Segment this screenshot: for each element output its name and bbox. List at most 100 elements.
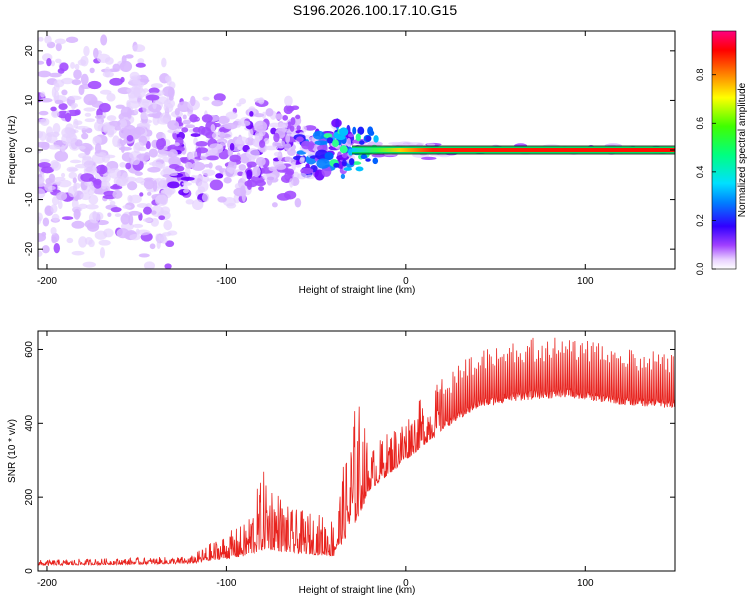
spectrogram-blob	[127, 181, 138, 191]
spectrogram-blob	[289, 178, 294, 188]
spectrogram-blob	[248, 128, 254, 140]
spectrogram-blob	[201, 114, 213, 123]
spectrogram-blob	[40, 91, 46, 98]
spectrogram-blob	[41, 166, 54, 174]
spectrogram-blob	[110, 207, 122, 213]
snr-xtick-label: 100	[577, 578, 594, 589]
spectrogram-blob	[152, 180, 158, 192]
spectrogram-blob	[66, 237, 74, 244]
spectrogram-blob	[40, 142, 50, 151]
spectrogram-blob	[119, 60, 133, 73]
spectrogram-blob	[174, 107, 180, 116]
spectrogram-blob	[51, 213, 60, 222]
spectrogram-blob	[215, 173, 224, 179]
spectrogram-blob	[223, 177, 232, 184]
spectrogram-blob	[297, 172, 307, 180]
spectrogram-blob	[157, 153, 168, 158]
spectrogram-blob	[355, 133, 361, 142]
spectrogram-blob	[70, 102, 78, 109]
spectrogram-blob	[197, 180, 209, 193]
spectrogram-blob	[357, 126, 365, 135]
spectrogram-blob	[273, 132, 280, 143]
spectrogram-blob	[145, 140, 151, 150]
spectrogram-blob	[104, 66, 111, 78]
spectrogram-blob	[134, 141, 144, 151]
spectrogram-blob	[70, 62, 75, 69]
snr-xlabel: Height of straight line (km)	[299, 585, 416, 596]
snr-ytick-label: 0	[24, 568, 35, 574]
spectrogram-blob	[81, 132, 89, 140]
spectrogram-blob	[50, 204, 58, 214]
spectrogram-blob	[189, 114, 198, 123]
spectrogram-blob	[134, 126, 146, 135]
snr-series-line	[38, 337, 675, 567]
spectrogram-blob	[148, 148, 158, 158]
spectrogram-blob	[71, 220, 85, 229]
spectrogram-blob	[84, 180, 94, 187]
spectrogram-blob	[140, 112, 149, 120]
spectrogram-blob	[57, 200, 63, 210]
spectrogram-blob	[168, 149, 178, 158]
spectrogram-blob	[132, 44, 146, 53]
spectrogram-blob	[168, 156, 181, 167]
spectrogram-blob	[149, 161, 162, 166]
spectrogram-blob	[78, 203, 88, 210]
spectrogram-blob	[191, 161, 206, 171]
spectrogram-blob	[184, 166, 191, 178]
spectrogram-blob	[115, 104, 125, 109]
spectrogram-blob	[103, 228, 114, 238]
spectrogram-blob	[54, 150, 69, 162]
spectrogram-blob	[112, 135, 120, 147]
spectrogram-blob	[163, 145, 169, 151]
spectrogram-blob	[213, 93, 226, 102]
spectrogram-blob	[118, 146, 132, 151]
spectrogram-blob	[48, 72, 62, 78]
spectrogram-blob	[69, 159, 82, 164]
spectrogram-ytick-label: 0	[24, 147, 35, 153]
spectrogram-blob	[52, 123, 61, 135]
spectrogram-blob	[84, 147, 91, 156]
spectrogram-blob	[106, 92, 116, 102]
colorbar-ticks: 0.0 0.2 0.4 0.6 0.8	[695, 68, 716, 275]
spectrogram-blob	[303, 125, 317, 131]
spectrogram-blob	[45, 177, 53, 185]
spectrogram-blob	[331, 118, 342, 128]
spectrogram-blob	[426, 143, 436, 147]
colorbar: 0.0 0.2 0.4 0.6 0.8 Normalized spectral ampl…	[695, 30, 748, 275]
spectrogram-blob	[355, 166, 364, 172]
spectrogram-blob	[87, 188, 95, 196]
spectrogram-blob	[246, 148, 260, 160]
spectrogram-blob	[181, 182, 192, 186]
snr-panel: -200 -100 0 100 0 200 400 600 Height of straigh…	[7, 330, 676, 596]
spectrogram-ylabel: Frequency (Hz)	[7, 116, 18, 185]
spectrogram-blob	[185, 199, 195, 205]
spectrogram-blob	[83, 45, 90, 57]
spectrogram-blob	[38, 110, 49, 116]
spectrogram-blob	[98, 239, 111, 246]
spectrogram-blob	[365, 158, 371, 162]
spectrogram-blob	[54, 176, 66, 181]
snr-ylabel: SNR (10 * v/v)	[7, 419, 18, 483]
spectrogram-blob	[147, 166, 161, 173]
spectrogram-blob	[209, 143, 223, 151]
spectrogram-blob	[275, 164, 287, 170]
spectrogram-blob	[55, 42, 62, 52]
spectrogram-blob	[108, 68, 120, 73]
spectrogram-blob	[262, 173, 277, 181]
spectrogram-blob	[39, 98, 53, 103]
spectrogram-blob	[59, 62, 69, 72]
spectrogram-blob	[58, 103, 68, 111]
spectrogram-blob	[300, 167, 314, 175]
spectrogram-blob	[114, 213, 122, 218]
spectrogram-blob	[93, 47, 99, 59]
spectrogram-blob	[238, 164, 247, 171]
spectrogram-blob	[126, 100, 141, 109]
spectrogram-blob	[44, 35, 52, 44]
spectrogram-blob	[229, 154, 241, 163]
spectrogram-blob	[283, 104, 294, 115]
spectrogram-blob	[100, 34, 108, 46]
spectrogram-blob	[237, 171, 244, 177]
spectrogram-blob	[150, 83, 163, 89]
